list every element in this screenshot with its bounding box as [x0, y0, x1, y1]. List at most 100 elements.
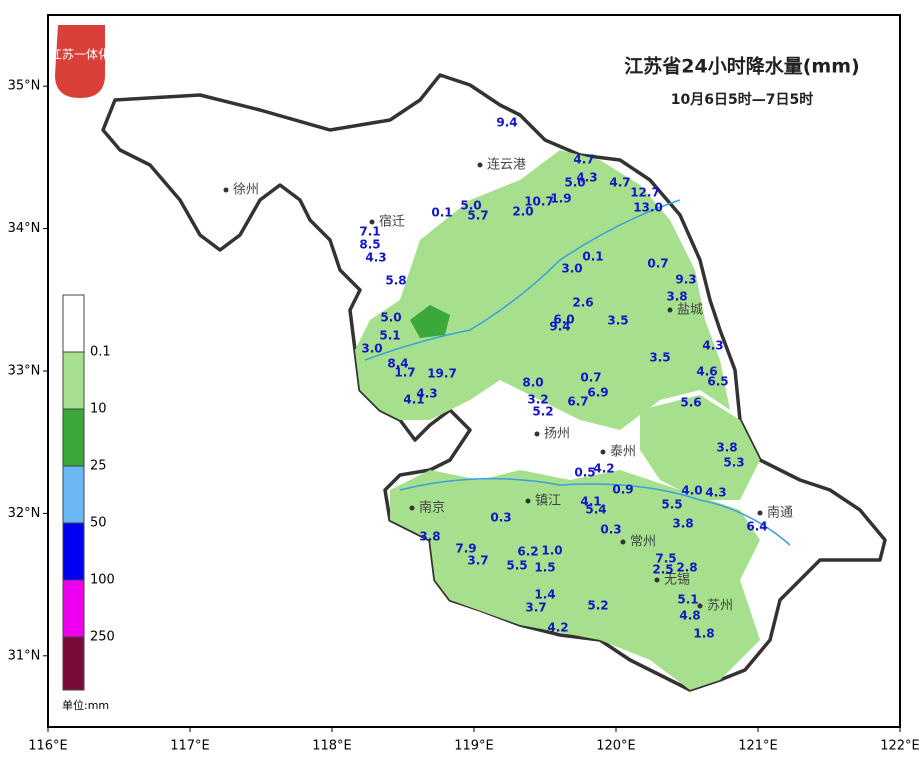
legend-swatch: [62, 351, 85, 410]
city-dot: [477, 162, 483, 168]
station-value: 5.8: [385, 274, 406, 288]
legend-label: 50: [90, 516, 107, 531]
city-label: 宿迁: [379, 214, 405, 230]
city-dot: [757, 510, 763, 516]
x-tick-label: 117°E: [170, 739, 210, 754]
legend-label: 100: [90, 573, 115, 588]
station-value: 19.7: [427, 367, 457, 381]
station-value: 3.0: [361, 342, 382, 356]
station-value: 7.5: [655, 552, 676, 566]
station-value: 12.7: [630, 186, 660, 200]
legend-swatch: [62, 294, 85, 353]
station-value: 2.0: [512, 205, 533, 219]
station-value: 3.7: [467, 554, 488, 568]
y-tick-label: 34°N: [8, 221, 41, 236]
station-value: 0.7: [580, 371, 601, 385]
station-value: 0.7: [647, 257, 668, 271]
station-value: 2.6: [572, 296, 593, 310]
city-dot: [409, 505, 415, 511]
station-value: 5.5: [661, 498, 682, 512]
station-value: 13.0: [633, 201, 663, 215]
city-dot: [667, 307, 673, 313]
city-label: 扬州: [544, 427, 570, 442]
station-value: 5.1: [379, 329, 400, 343]
station-value: 0.9: [612, 483, 633, 497]
station-value: 9.4: [496, 116, 517, 130]
station-value: 3.5: [649, 351, 670, 365]
map-subtitle: 10月6日5时—7日5时: [671, 91, 813, 108]
station-value: 6.5: [707, 375, 728, 389]
station-value: 9.4: [549, 320, 570, 334]
legend-unit: 单位:mm: [62, 698, 109, 712]
station-value: 4.7: [609, 176, 630, 190]
station-value: 0.5: [574, 466, 595, 480]
station-value: 6.7: [567, 395, 588, 409]
city-label: 镇江: [535, 494, 561, 509]
station-value: 1.0: [541, 544, 562, 558]
x-tick-label: 118°E: [312, 739, 352, 754]
station-value: 4.0: [681, 484, 702, 498]
station-value: 4.7: [573, 153, 594, 167]
station-value: 3.0: [561, 262, 582, 276]
city-label: 南通: [767, 505, 793, 521]
y-tick-label: 33°N: [8, 364, 41, 379]
station-value: 4.3: [705, 486, 726, 500]
station-value: 4.1: [403, 393, 424, 407]
legend-label: 10: [90, 402, 107, 417]
station-value: 1.9: [550, 192, 571, 206]
station-value: 7.9: [455, 542, 476, 556]
station-value: 4.3: [416, 387, 437, 401]
station-value: 5.7: [467, 209, 488, 223]
station-value: 0.1: [431, 206, 452, 220]
station-value: 9.3: [675, 273, 696, 287]
city-dot: [620, 539, 626, 545]
city-label: 徐州: [233, 183, 259, 198]
y-tick-label: 32°N: [8, 506, 41, 521]
station-value: 2.5: [652, 563, 673, 577]
station-value: 4.3: [365, 251, 386, 265]
station-value: 3.8: [419, 530, 440, 544]
legend-swatch: [62, 636, 85, 691]
station-value: 0.1: [582, 250, 603, 264]
city-dot: [697, 603, 703, 609]
legend-label: 0.1: [90, 345, 111, 360]
station-value: 5.2: [587, 599, 608, 613]
city-label: 盐城: [677, 303, 703, 318]
station-value: 5.5: [506, 559, 527, 573]
river: [364, 199, 791, 546]
city-dot: [600, 449, 606, 455]
legend-swatch: [62, 522, 85, 581]
rain-area: [355, 150, 760, 690]
station-value: 4.1: [580, 495, 601, 509]
station-value: 6.2: [517, 545, 538, 559]
station-value: 8.0: [522, 376, 543, 390]
city-dot: [223, 187, 229, 193]
station-value: 4.2: [593, 462, 614, 476]
station-value: 8.5: [359, 238, 380, 252]
map-title: 江苏省24小时降水量(mm): [624, 55, 859, 78]
city-dot: [525, 498, 531, 504]
station-value: 4.2: [547, 621, 568, 635]
station-value: 3.8: [716, 441, 737, 455]
station-value: 1.7: [394, 366, 415, 380]
station-value: 5.6: [680, 396, 701, 410]
legend-label: 250: [90, 630, 115, 645]
station-value: 1.8: [693, 627, 714, 641]
station-value: 5.1: [677, 593, 698, 607]
rain-area-heavy: [410, 305, 450, 338]
station-value: 3.8: [666, 290, 687, 304]
city-label: 苏州: [707, 598, 733, 614]
station-value: 2.8: [676, 561, 697, 575]
station-value: 1.5: [534, 561, 555, 575]
logo: 江苏一体化: [50, 25, 110, 98]
station-value: 5.3: [723, 456, 744, 470]
station-value: 4.8: [679, 609, 700, 623]
station-value: 3.8: [672, 517, 693, 531]
legend-label: 25: [90, 459, 107, 474]
x-tick-label: 116°E: [28, 739, 68, 754]
station-value: 1.4: [534, 588, 555, 602]
station-value: 6.9: [587, 386, 608, 400]
city-label: 泰州: [610, 445, 636, 460]
station-value: 3.2: [527, 393, 548, 407]
